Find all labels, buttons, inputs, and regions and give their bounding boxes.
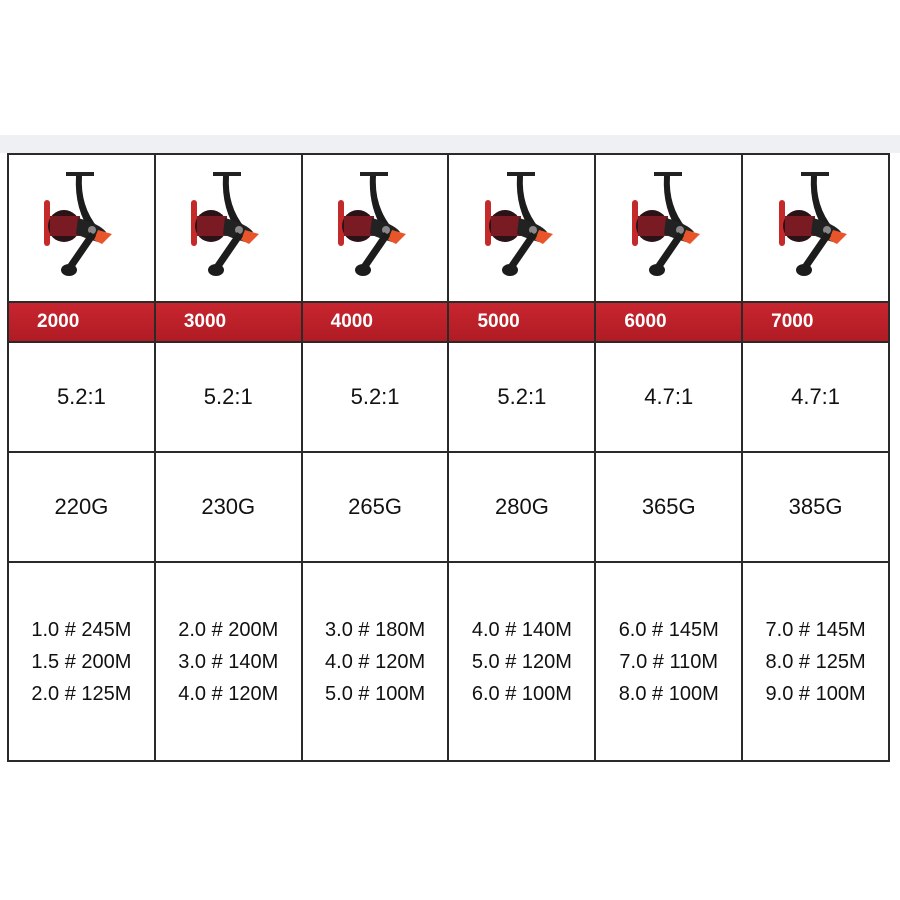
weight: 230G <box>201 494 256 519</box>
line-capacity-cell: 1.0 # 245M 1.5 # 200M 2.0 # 125M <box>7 561 156 762</box>
model-label: 7000 <box>771 311 814 332</box>
weight: 265G <box>348 494 402 519</box>
line-capacity-entry: 6.0 # 100M <box>471 682 572 705</box>
top-band <box>0 135 900 153</box>
line-capacity-cell: 6.0 # 145M 7.0 # 110M 8.0 # 100M <box>594 561 744 762</box>
model-cell: 3000 <box>153 301 303 343</box>
line-capacity-entry: 2.0 # 200M <box>178 618 279 641</box>
line-capacity-entry: 7.0 # 145M <box>765 618 866 641</box>
weight: 280G <box>494 494 549 519</box>
line-capacity-cell: 3.0 # 180M 4.0 # 120M 5.0 # 100M <box>300 561 450 762</box>
weight-cell: 385G <box>741 451 890 563</box>
model-cell: 7000 <box>741 301 890 343</box>
spinning-reel-icon <box>631 171 700 276</box>
model-row: 2000 3000 4000 5000 6000 7000 <box>7 301 890 343</box>
spinning-reel-icon <box>338 171 407 276</box>
weight: 220G <box>54 494 109 519</box>
spinning-reel-icon <box>191 171 260 276</box>
image-row <box>7 153 890 303</box>
line-capacity-entry: 3.0 # 140M <box>178 650 279 673</box>
model-cell: 4000 <box>300 301 450 343</box>
line-capacity-entry: 3.0 # 180M <box>325 618 426 641</box>
reel-image-cell <box>7 153 156 303</box>
line-capacity-entry: 6.0 # 145M <box>618 618 719 641</box>
gear-ratio: 4.7:1 <box>791 384 841 409</box>
gear-ratio-cell: 5.2:1 <box>7 341 156 453</box>
gear-ratio-cell: 5.2:1 <box>300 341 450 453</box>
line-capacity-entry: 5.0 # 100M <box>325 682 426 705</box>
weight-cell: 265G <box>300 451 450 563</box>
line-capacity-entry: 9.0 # 100M <box>765 682 866 705</box>
model-label: 6000 <box>624 311 667 332</box>
spinning-reel-icon <box>778 171 847 276</box>
line-capacity-entry: 4.0 # 120M <box>178 682 279 705</box>
weight-row: 220G 230G 265G 280G 365G 385G <box>7 451 890 563</box>
gear-ratio-cell: 4.7:1 <box>741 341 890 453</box>
gear-ratio: 4.7:1 <box>644 384 694 409</box>
gear-ratio-cell: 4.7:1 <box>594 341 744 453</box>
model-cell: 5000 <box>447 301 597 343</box>
line-capacity-entry: 8.0 # 125M <box>765 650 866 673</box>
reel-image-cell <box>300 153 450 303</box>
line-capacity-cell: 2.0 # 200M 3.0 # 140M 4.0 # 120M <box>153 561 303 762</box>
line-capacity-entry: 1.5 # 200M <box>31 650 132 673</box>
gear-ratio-row: 5.2:1 5.2:1 5.2:1 5.2:1 4.7:1 4.7:1 <box>7 341 890 453</box>
line-capacity-entry: 4.0 # 140M <box>471 618 572 641</box>
gear-ratio: 5.2:1 <box>497 384 547 409</box>
reel-image-cell <box>741 153 890 303</box>
line-capacity-entry: 7.0 # 110M <box>619 650 719 673</box>
gear-ratio: 5.2:1 <box>56 384 106 409</box>
weight-cell: 220G <box>7 451 156 563</box>
line-capacity-entry: 1.0 # 245M <box>31 618 132 641</box>
gear-ratio-cell: 5.2:1 <box>447 341 597 453</box>
reel-image-cell <box>447 153 597 303</box>
spinning-reel-icon <box>44 171 113 276</box>
line-capacity-entry: 2.0 # 125M <box>31 682 132 705</box>
spinning-reel-icon <box>484 171 553 276</box>
weight-cell: 280G <box>447 451 597 563</box>
model-cell: 2000 <box>7 301 156 343</box>
line-capacity-cell: 7.0 # 145M 8.0 # 125M 9.0 # 100M <box>741 561 890 762</box>
line-capacity-entry: 5.0 # 120M <box>471 650 572 673</box>
model-label: 5000 <box>477 311 520 332</box>
weight: 385G <box>788 494 843 519</box>
weight-cell: 230G <box>153 451 303 563</box>
line-capacity-entry: 4.0 # 120M <box>325 650 426 673</box>
gear-ratio: 5.2:1 <box>203 384 253 409</box>
line-capacity-entry: 8.0 # 100M <box>618 682 719 705</box>
line-capacity-row: 1.0 # 245M 1.5 # 200M 2.0 # 125M 2.0 # 200M… <box>7 561 890 762</box>
line-capacity-cell: 4.0 # 140M 5.0 # 120M 6.0 # 100M <box>447 561 597 762</box>
reel-image-cell <box>594 153 744 303</box>
weight-cell: 365G <box>594 451 744 563</box>
weight: 365G <box>641 494 696 519</box>
reel-image-cell <box>153 153 303 303</box>
model-cell: 6000 <box>594 301 744 343</box>
model-label: 4000 <box>330 311 373 332</box>
spec-table: 2000 3000 4000 5000 6000 7000 5.2:1 5.2:1 5.2:1… <box>7 153 890 762</box>
model-label: 3000 <box>183 311 227 332</box>
model-label: 2000 <box>37 311 80 332</box>
gear-ratio: 5.2:1 <box>350 384 400 409</box>
gear-ratio-cell: 5.2:1 <box>153 341 303 453</box>
